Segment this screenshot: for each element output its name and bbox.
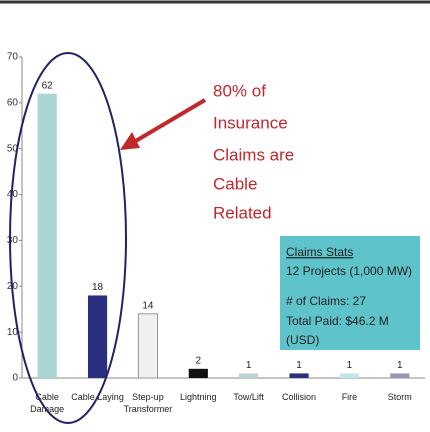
x-tick-label: Storm bbox=[388, 392, 412, 402]
annotation-line: 80% of bbox=[213, 81, 266, 100]
bar bbox=[239, 373, 259, 378]
annotation: 80% of Insurance Claims are Cable Relate… bbox=[213, 81, 294, 222]
annotation-line: Cable bbox=[213, 174, 257, 193]
value-label: 2 bbox=[196, 355, 202, 366]
x-tick-label: Tow/Lift bbox=[233, 392, 264, 402]
y-tick-label: 40 bbox=[7, 189, 19, 200]
y-tick-label: 10 bbox=[7, 327, 19, 338]
value-label: 1 bbox=[397, 360, 403, 371]
highlight-ellipse bbox=[9, 52, 127, 424]
annotation-line: Insurance bbox=[213, 113, 288, 132]
value-label: 18 bbox=[92, 282, 104, 293]
x-tick-label: Collision bbox=[282, 392, 316, 402]
y-tick-label: 30 bbox=[7, 235, 19, 246]
annotation-line: Claims are bbox=[213, 145, 294, 164]
y-tick-label: 50 bbox=[7, 143, 19, 154]
y-tick-label: 60 bbox=[7, 97, 19, 108]
value-label: 1 bbox=[347, 360, 353, 371]
bar bbox=[390, 373, 410, 378]
value-label: 1 bbox=[296, 360, 302, 371]
annotation-line: Related bbox=[213, 203, 272, 222]
stats-title: Claims Stats bbox=[286, 245, 353, 259]
arrow-head bbox=[120, 132, 140, 150]
stats-line: (USD) bbox=[286, 333, 319, 347]
stats-line: Total Paid: $46.2 M bbox=[286, 314, 389, 328]
bar bbox=[188, 368, 208, 378]
stats-box bbox=[280, 236, 420, 350]
stats-line: 12 Projects (1,000 MW) bbox=[286, 264, 412, 278]
arrow-shaft bbox=[132, 98, 207, 144]
bar bbox=[339, 373, 360, 378]
stats-line: # of Claims: 27 bbox=[286, 294, 366, 308]
x-tick-label: Lightning bbox=[180, 392, 217, 402]
value-label: 14 bbox=[142, 300, 154, 311]
y-tick-label: 0 bbox=[12, 373, 18, 384]
bar bbox=[37, 93, 57, 378]
bar bbox=[289, 373, 309, 378]
y-tick-label: 70 bbox=[7, 52, 19, 63]
x-tick-label: Step-up Transformer bbox=[124, 392, 173, 414]
value-label: 1 bbox=[246, 360, 252, 371]
bar bbox=[137, 313, 159, 379]
bar bbox=[87, 295, 108, 378]
x-tick-label: Fire bbox=[342, 392, 358, 402]
value-label: 62 bbox=[42, 80, 54, 91]
